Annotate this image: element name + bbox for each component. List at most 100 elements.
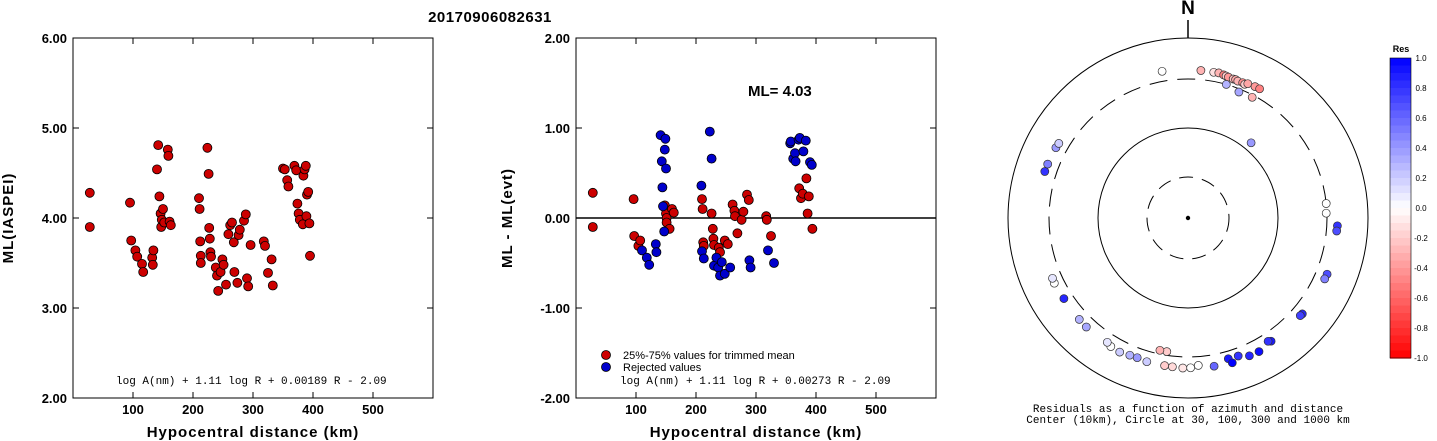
data-point bbox=[698, 253, 709, 264]
data-point bbox=[806, 159, 817, 170]
data-point bbox=[202, 142, 213, 153]
data-point bbox=[803, 191, 814, 202]
x-tick-label: 200 bbox=[182, 402, 204, 417]
colorbar-swatch bbox=[1390, 133, 1411, 142]
station-point bbox=[1255, 84, 1264, 94]
data-point bbox=[697, 204, 708, 214]
colorbar-swatch bbox=[1390, 155, 1411, 164]
colorbar-tick-label: -0.8 bbox=[1414, 324, 1428, 333]
axis-ticks-left: 100 200 300 400 500 2.00 3.00 4.00 5.00 6.00 bbox=[42, 31, 433, 417]
data-point bbox=[194, 204, 205, 214]
colorbar-swatch bbox=[1390, 290, 1411, 299]
colorbar-swatch bbox=[1390, 140, 1411, 149]
data-point bbox=[126, 235, 137, 246]
station-point bbox=[1048, 273, 1057, 283]
colorbar-frame bbox=[1389, 57, 1412, 359]
data-point bbox=[279, 164, 290, 175]
y-tick-label: 2.00 bbox=[42, 391, 67, 406]
station-point bbox=[1193, 361, 1203, 370]
data-point bbox=[801, 173, 812, 184]
colorbar-tick-label: 0.4 bbox=[1415, 144, 1427, 153]
colorbar-swatch bbox=[1390, 163, 1411, 172]
epicenter-marker bbox=[1185, 215, 1191, 221]
colorbar-swatch bbox=[1390, 208, 1411, 217]
data-point bbox=[206, 251, 216, 262]
station-point bbox=[1040, 167, 1050, 176]
data-point bbox=[802, 208, 813, 219]
data-point bbox=[163, 150, 174, 161]
data-point bbox=[266, 254, 277, 265]
data-point bbox=[732, 228, 743, 239]
colorbar-swatch bbox=[1390, 305, 1411, 314]
data-point bbox=[644, 259, 655, 270]
colorbar-swatch bbox=[1390, 193, 1411, 202]
data-point bbox=[165, 220, 176, 231]
data-point bbox=[807, 223, 818, 234]
data-point bbox=[229, 267, 240, 277]
colorbar-swatch bbox=[1390, 350, 1411, 359]
station-point bbox=[1245, 351, 1254, 361]
data-point bbox=[228, 237, 239, 248]
caption-line-1: Residuals as a function of azimuth and d… bbox=[1033, 404, 1343, 416]
data-point bbox=[260, 240, 270, 251]
station-point bbox=[1160, 361, 1169, 370]
colorbar-swatch bbox=[1390, 230, 1411, 239]
colorbar-swatch bbox=[1390, 215, 1411, 224]
data-point bbox=[587, 222, 598, 232]
y-tick-label: 2.00 bbox=[545, 31, 570, 46]
station-point bbox=[1247, 92, 1257, 102]
y-axis-title-middle: ML - ML(evt) bbox=[499, 168, 516, 268]
colorbar-swatch bbox=[1390, 238, 1411, 247]
y-axis-title-left: ML(IASPEI) bbox=[0, 173, 17, 264]
data-point bbox=[305, 250, 315, 261]
data-point bbox=[763, 245, 773, 256]
data-point bbox=[743, 195, 754, 205]
chart-residual-vs-distance: 100 200 300 400 500 -2.00 -1.00 0.00 1.00 2.00 ML… bbox=[499, 31, 937, 441]
data-point bbox=[738, 206, 749, 217]
data-point bbox=[725, 262, 736, 273]
station-point bbox=[1321, 199, 1331, 208]
station-point bbox=[1320, 274, 1330, 284]
data-point bbox=[158, 204, 168, 214]
data-point bbox=[790, 148, 800, 159]
y-tick-label: 0.00 bbox=[545, 211, 570, 226]
data-point bbox=[223, 229, 234, 240]
data-point bbox=[659, 226, 670, 237]
data-point bbox=[635, 235, 646, 246]
colorbar-swatch bbox=[1390, 275, 1411, 284]
points-middle bbox=[587, 126, 818, 281]
data-point bbox=[125, 197, 135, 208]
data-point bbox=[203, 168, 214, 179]
colorbar-tick-label: 0.6 bbox=[1415, 114, 1427, 123]
colorbar-swatch bbox=[1390, 58, 1411, 67]
data-point bbox=[263, 267, 273, 278]
data-point bbox=[84, 187, 95, 198]
data-point bbox=[283, 181, 294, 192]
x-tick-label: 100 bbox=[625, 402, 647, 417]
data-point bbox=[213, 285, 224, 296]
colorbar-tick-label: -0.2 bbox=[1414, 234, 1428, 243]
colorbar-swatch bbox=[1390, 170, 1411, 179]
data-point bbox=[204, 222, 215, 233]
station-point bbox=[1115, 347, 1125, 357]
colorbar-tick-label: -0.4 bbox=[1414, 264, 1428, 273]
data-point bbox=[227, 217, 237, 228]
data-point bbox=[716, 257, 727, 268]
legend-marker-rejected bbox=[601, 362, 611, 372]
points-left bbox=[84, 140, 315, 296]
data-point bbox=[147, 259, 158, 270]
data-point bbox=[769, 258, 779, 268]
legend-label-rejected: Rejected values bbox=[623, 362, 702, 374]
data-point bbox=[707, 223, 718, 234]
station-point bbox=[1243, 79, 1253, 89]
station-point bbox=[1234, 87, 1244, 97]
station-point bbox=[1043, 159, 1053, 169]
page-title: 20170906082631 bbox=[428, 9, 552, 26]
north-label: N bbox=[1181, 0, 1195, 19]
colorbar-swatch bbox=[1390, 260, 1411, 269]
data-point bbox=[719, 268, 730, 279]
colorbar-tick-label: 0.0 bbox=[1415, 204, 1427, 213]
colorbar-swatch bbox=[1390, 88, 1411, 97]
station-point bbox=[1209, 361, 1219, 371]
data-point bbox=[657, 182, 668, 193]
